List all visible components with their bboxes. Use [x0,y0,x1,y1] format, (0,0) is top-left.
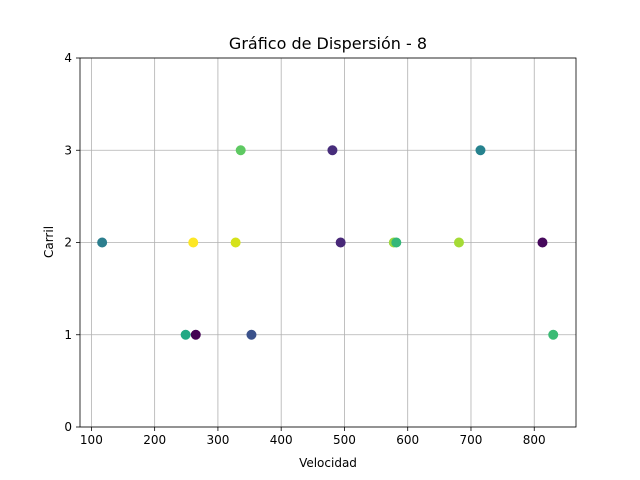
x-tick-label: 400 [270,433,293,447]
x-tick-label: 300 [206,433,229,447]
y-tick-label: 4 [64,51,72,65]
x-axis-label: Velocidad [299,456,357,470]
data-point [235,145,246,156]
y-axis-label: Carril [42,226,56,258]
data-points [97,145,559,340]
data-point [97,237,108,248]
x-tick-label: 500 [333,433,356,447]
y-tick-label: 3 [64,143,72,157]
data-point [246,329,257,340]
x-tick-label: 800 [523,433,546,447]
data-point [180,329,191,340]
y-axis-ticks: 0 1 2 3 4 [64,51,80,434]
x-tick-label: 600 [396,433,419,447]
x-tick-label: 100 [80,433,103,447]
x-tick-label: 700 [460,433,483,447]
data-point [327,145,338,156]
data-point [548,329,559,340]
data-point [475,145,486,156]
data-point [453,237,464,248]
x-tick-label: 200 [143,433,166,447]
data-point [335,237,346,248]
chart-title: Gráfico de Dispersión - 8 [229,34,427,53]
y-tick-label: 0 [64,420,72,434]
data-point [230,237,241,248]
x-axis-ticks: 100 200 300 400 500 600 700 800 [80,427,546,447]
data-point [190,329,201,340]
data-point [537,237,548,248]
data-point [188,237,199,248]
y-tick-label: 2 [64,236,72,250]
data-point [391,237,402,248]
y-tick-label: 1 [64,328,72,342]
grid [80,57,576,428]
